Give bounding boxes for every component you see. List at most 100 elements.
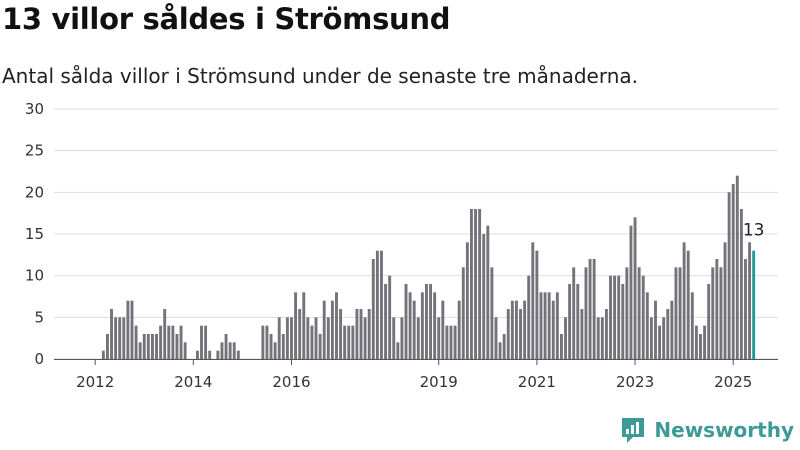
latest-value-label: 13: [743, 221, 765, 241]
bar: [662, 317, 666, 359]
bar: [604, 309, 608, 359]
bar: [609, 275, 612, 359]
bar: [339, 309, 343, 359]
bars: [101, 175, 756, 359]
bar: [584, 267, 588, 359]
bar: [302, 292, 306, 359]
bar: [523, 300, 527, 359]
bar: [572, 267, 576, 359]
bar: [384, 284, 388, 359]
bar: [314, 317, 318, 359]
bar: [146, 334, 150, 359]
y-tick-label: 25: [25, 142, 44, 160]
bar: [294, 292, 298, 359]
bar: [437, 317, 441, 359]
bar: [510, 300, 514, 359]
bar: [195, 350, 199, 359]
bar: [306, 317, 310, 359]
bar: [101, 350, 105, 359]
bar: [658, 325, 662, 359]
bar: [400, 317, 404, 359]
bar: [494, 317, 498, 359]
bar: [744, 259, 747, 359]
bar: [322, 300, 326, 359]
bar: [613, 275, 617, 359]
data-labels: 13: [743, 221, 765, 241]
bar: [388, 275, 392, 359]
bar: [686, 250, 690, 359]
x-tick-label: 2016: [272, 373, 310, 391]
bar: [392, 317, 396, 359]
bar: [715, 259, 719, 359]
bar: [335, 292, 338, 359]
bar: [707, 284, 711, 359]
bar: [179, 325, 183, 359]
chart-title: 13 villor såldes i Strömsund: [2, 2, 451, 36]
bar: [326, 317, 330, 359]
y-tick-label: 10: [25, 267, 44, 285]
bar: [134, 325, 138, 359]
bar: [474, 209, 477, 359]
bar: [261, 325, 265, 359]
chart-subtitle: Antal sålda villor i Strömsund under de …: [2, 64, 638, 88]
bar: [470, 209, 473, 359]
x-tick-label: 2021: [518, 373, 556, 391]
bar: [273, 342, 277, 359]
bar: [429, 284, 432, 359]
bar: [641, 275, 645, 359]
bar: [629, 225, 633, 359]
bar: [596, 317, 600, 359]
bar: [457, 300, 461, 359]
bar: [171, 325, 175, 359]
bar: [375, 250, 379, 359]
bar: [580, 309, 584, 359]
bar: [654, 300, 657, 359]
bar: [498, 342, 502, 359]
bar: [670, 300, 674, 359]
bar: [216, 350, 220, 359]
bar: [277, 317, 281, 359]
bar: [699, 334, 702, 359]
bar: [490, 267, 494, 359]
bar: [703, 325, 707, 359]
bar: [351, 325, 355, 359]
bar: [371, 259, 375, 359]
bar: [543, 292, 547, 359]
newsworthy-logo[interactable]: Newsworthy: [620, 416, 794, 444]
bar: [519, 309, 522, 359]
y-tick-label: 30: [25, 100, 44, 118]
bar: [486, 225, 490, 359]
bar: [461, 267, 465, 359]
y-axis: 0 5 10 15 20 25 30: [25, 100, 44, 368]
bar: [551, 300, 555, 359]
bar: [290, 317, 293, 359]
bar: [649, 317, 653, 359]
bar: [110, 309, 113, 359]
bar: [617, 275, 621, 359]
bar: [731, 184, 735, 359]
bar: [690, 292, 694, 359]
bar: [531, 242, 535, 359]
bar: [155, 334, 158, 359]
bar: [163, 309, 167, 359]
x-tick-label: 2014: [174, 373, 212, 391]
bar: [535, 250, 539, 359]
bar: [183, 342, 187, 359]
bar-latest: [752, 250, 756, 359]
bar: [711, 267, 715, 359]
newsworthy-logo-icon: [622, 418, 645, 443]
bar: [330, 300, 334, 359]
bar: [285, 317, 289, 359]
bar: [682, 242, 686, 359]
bar: [425, 284, 428, 359]
bar: [408, 292, 412, 359]
bar: [150, 334, 154, 359]
bar: [666, 309, 670, 359]
bar: [555, 292, 559, 359]
bar: [347, 325, 351, 359]
bar: [637, 267, 641, 359]
bar: [674, 267, 678, 359]
bar: [719, 267, 723, 359]
bar: [142, 334, 146, 359]
gridlines: [54, 108, 778, 360]
